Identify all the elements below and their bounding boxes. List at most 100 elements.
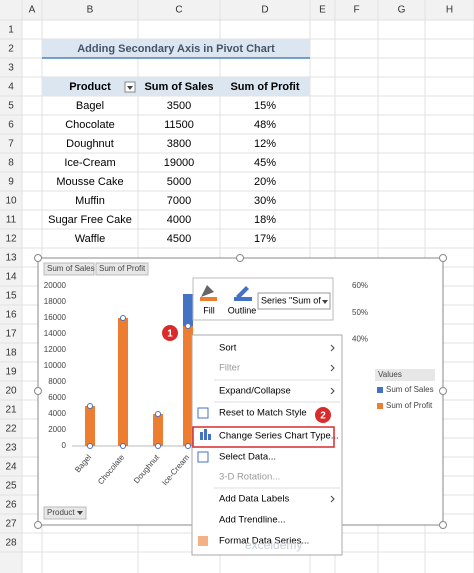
row-header: 9 bbox=[8, 177, 14, 188]
bar bbox=[183, 326, 193, 446]
y-tick-label: 20000 bbox=[44, 281, 67, 290]
table-cell: Mousse Cake bbox=[56, 176, 123, 188]
row-header: 28 bbox=[5, 538, 17, 549]
row-header: 1 bbox=[8, 25, 14, 36]
row-header: 16 bbox=[5, 310, 17, 321]
legend-swatch bbox=[377, 387, 383, 393]
table-cell: 3800 bbox=[167, 138, 191, 150]
table-cell: Ice-Cream bbox=[64, 157, 115, 169]
row-header: 27 bbox=[5, 519, 17, 530]
table-cell: 20% bbox=[254, 176, 276, 188]
column-header: B bbox=[87, 5, 94, 16]
table-cell: 12% bbox=[254, 138, 276, 150]
table-cell: 7000 bbox=[167, 195, 191, 207]
y-tick-label: 16000 bbox=[44, 313, 67, 322]
row-header: 11 bbox=[6, 215, 17, 226]
menu-item[interactable]: Reset to Match Style bbox=[219, 408, 307, 419]
bar bbox=[153, 414, 163, 446]
table-cell: Muffin bbox=[75, 195, 105, 207]
y2-tick-label: 50% bbox=[352, 308, 368, 317]
legend-swatch bbox=[377, 403, 383, 409]
row-header: 17 bbox=[5, 329, 17, 340]
table-cell: Sugar Free Cake bbox=[48, 214, 132, 226]
legend-label: Sum of Profit bbox=[386, 401, 433, 410]
column-header: F bbox=[353, 5, 359, 16]
selection-handle bbox=[155, 411, 161, 417]
row-header: 19 bbox=[5, 367, 17, 378]
table-cell: Doughnut bbox=[66, 138, 114, 150]
field-button-bg bbox=[43, 262, 95, 276]
y2-tick-label: 60% bbox=[352, 281, 368, 290]
y2-tick-label: 40% bbox=[352, 334, 368, 343]
column-header: C bbox=[175, 5, 182, 16]
table-cell: 4000 bbox=[167, 214, 191, 226]
row-header: 15 bbox=[5, 291, 17, 302]
outline-button[interactable]: Outline bbox=[228, 305, 257, 315]
row-header: 14 bbox=[5, 272, 17, 283]
table-cell: 18% bbox=[254, 214, 276, 226]
y-tick-label: 18000 bbox=[44, 297, 67, 306]
sheet-title: Adding Secondary Axis in Pivot Chart bbox=[77, 43, 275, 55]
row-header: 6 bbox=[8, 120, 14, 131]
row-header: 23 bbox=[5, 443, 17, 454]
y-tick-label: 6000 bbox=[48, 393, 66, 402]
column-header: A bbox=[29, 5, 36, 16]
step-badge: 2 bbox=[320, 411, 326, 422]
watermark: exceldemy bbox=[245, 538, 302, 552]
row-header: 7 bbox=[8, 139, 14, 150]
row-header: 24 bbox=[5, 462, 17, 473]
menu-item: Filter bbox=[219, 363, 240, 374]
fill-button[interactable]: Fill bbox=[203, 305, 215, 315]
row-header: 22 bbox=[5, 424, 17, 435]
context-menu bbox=[191, 334, 343, 556]
row-header: 5 bbox=[8, 101, 14, 112]
table-header: Sum of Profit bbox=[230, 81, 299, 93]
y-tick-label: 4000 bbox=[48, 409, 66, 418]
menu-item[interactable]: Change Series Chart Type... bbox=[219, 431, 339, 442]
selection-handle bbox=[185, 323, 191, 329]
menu-item[interactable]: Format Data Series... bbox=[219, 536, 309, 547]
menu-item[interactable]: Sort bbox=[219, 343, 237, 354]
axis-button-bg bbox=[43, 506, 87, 520]
field-button[interactable]: Sum of Profit bbox=[99, 264, 146, 273]
selection-handle bbox=[87, 443, 93, 449]
field-button[interactable]: Sum of Sales bbox=[47, 264, 95, 273]
table-cell: 17% bbox=[254, 233, 276, 245]
row-header: 25 bbox=[5, 481, 17, 492]
table-cell: 3500 bbox=[167, 100, 191, 112]
table-cell: Chocolate bbox=[65, 119, 115, 131]
axis-button[interactable]: Product bbox=[47, 508, 75, 517]
menu-item[interactable]: Add Data Labels bbox=[219, 494, 289, 505]
column-header: D bbox=[261, 5, 268, 16]
row-header: 10 bbox=[5, 196, 17, 207]
y-tick-label: 14000 bbox=[44, 329, 67, 338]
menu-item[interactable]: Select Data... bbox=[219, 452, 276, 463]
table-cell: 45% bbox=[254, 157, 276, 169]
menu-item[interactable]: Expand/Collapse bbox=[219, 386, 291, 397]
legend-title: Values bbox=[378, 370, 402, 379]
series-dropdown[interactable]: Series "Sum of bbox=[261, 295, 321, 305]
menu-item[interactable]: Add Trendline... bbox=[219, 515, 286, 526]
y-tick-label: 8000 bbox=[48, 377, 66, 386]
field-button-bg bbox=[95, 262, 149, 276]
table-header: Sum of Sales bbox=[144, 81, 213, 93]
menu-item: 3-D Rotation... bbox=[219, 472, 280, 483]
y-tick-label: 0 bbox=[62, 441, 67, 450]
row-header: 3 bbox=[8, 63, 14, 74]
row-header: 4 bbox=[8, 82, 14, 93]
y-tick-label: 10000 bbox=[44, 361, 67, 370]
legend-label: Sum of Sales bbox=[386, 385, 434, 394]
selection-handle bbox=[185, 443, 191, 449]
table-cell: 48% bbox=[254, 119, 276, 131]
selection-handle bbox=[120, 443, 126, 449]
table-header: Product bbox=[69, 81, 111, 93]
row-header: 12 bbox=[5, 234, 17, 245]
table-cell: 4500 bbox=[167, 233, 191, 245]
table-cell: 11500 bbox=[164, 119, 194, 131]
y-tick-label: 12000 bbox=[44, 345, 67, 354]
row-header: 13 bbox=[5, 253, 17, 264]
row-header: 26 bbox=[5, 500, 17, 511]
column-header: E bbox=[319, 5, 326, 16]
step-badge: 1 bbox=[167, 329, 173, 340]
